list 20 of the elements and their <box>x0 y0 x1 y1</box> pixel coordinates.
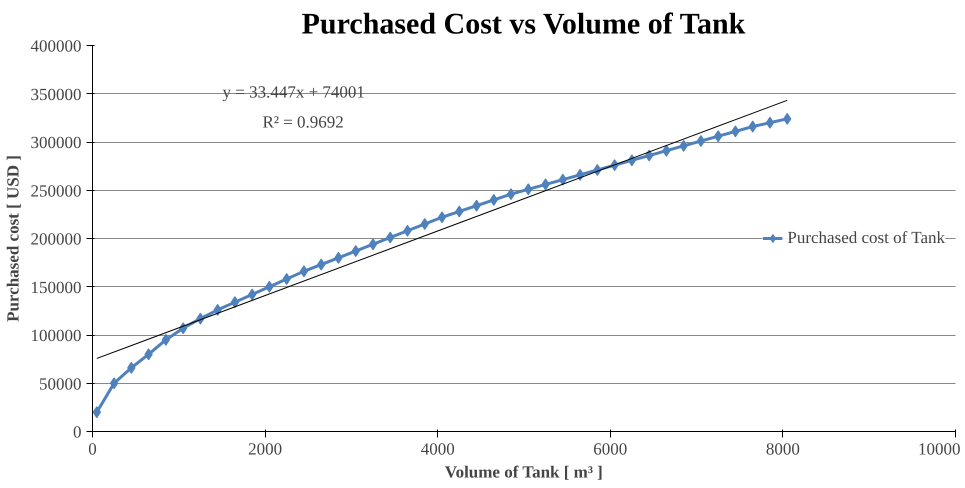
x-tick-label: 2000 <box>248 440 282 458</box>
y-tick-label: 150000 <box>30 278 82 297</box>
y-tick-label: 400000 <box>30 36 82 56</box>
x-tick-label: 6000 <box>593 440 628 458</box>
y-tick-label: 200000 <box>30 230 82 248</box>
annotation: R² = 0.9692 <box>262 112 344 132</box>
y-tick-label: 250000 <box>30 181 82 200</box>
legend-label: Purchased cost of Tank <box>787 228 945 248</box>
x-tick-label: 8000 <box>766 440 800 458</box>
x-tick-label: 0 <box>88 440 97 458</box>
x-axis-title: Volume of Tank [ m³ ] <box>444 462 603 482</box>
y-tick-label: 350000 <box>30 84 82 104</box>
y-axis-title: Purchased cost [ USD ] <box>4 155 22 322</box>
chart-title: Purchased Cost vs Volume of Tank <box>302 8 746 40</box>
x-tick-label: 10000 <box>918 440 960 458</box>
y-tick-label: 100000 <box>30 326 82 345</box>
y-tick-label: 50000 <box>39 374 82 394</box>
y-tick-label: 0 <box>73 422 82 442</box>
x-tick-label: 4000 <box>420 440 455 458</box>
y-tick-label: 300000 <box>30 133 82 152</box>
